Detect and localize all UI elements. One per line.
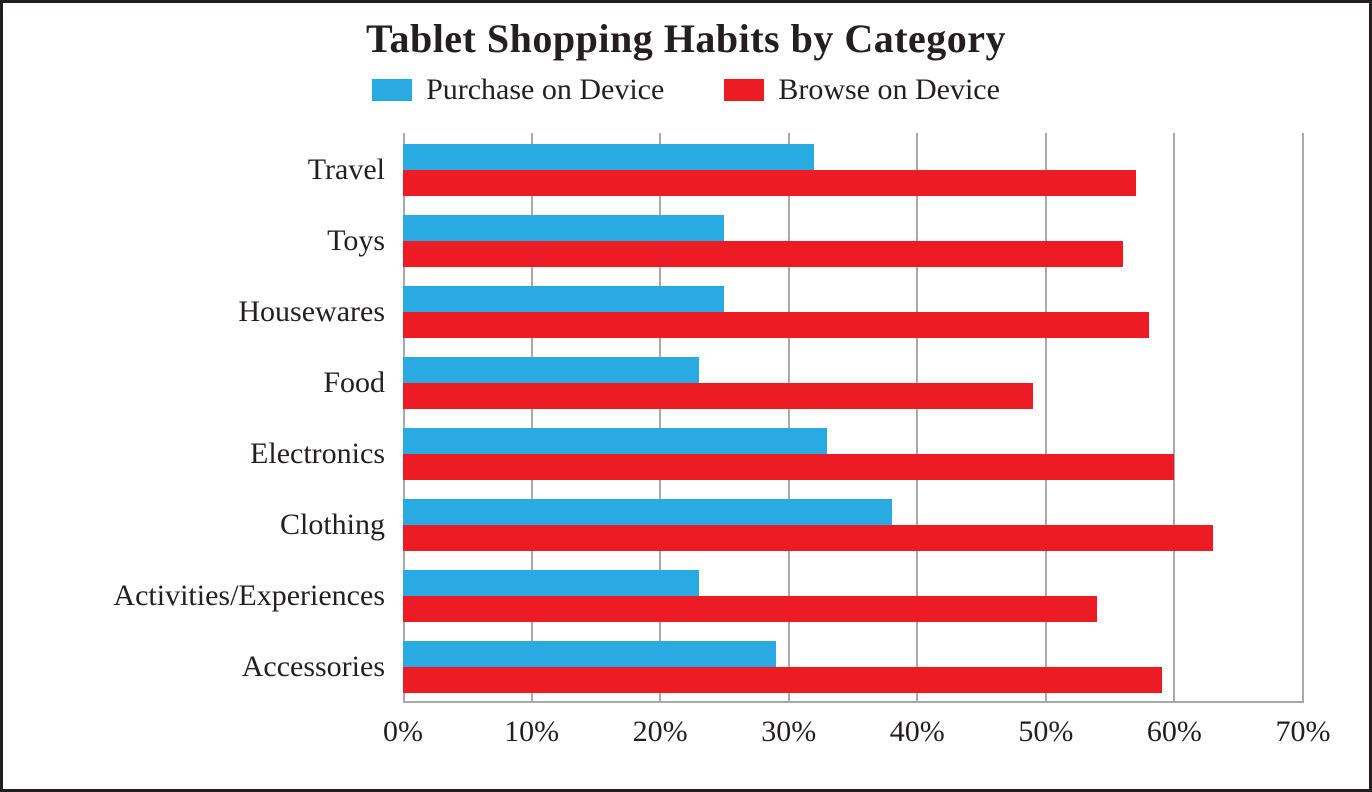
legend-label-browse: Browse on Device <box>778 73 1000 107</box>
bar-purchase <box>403 286 724 312</box>
bar-browse <box>403 667 1162 693</box>
bar-browse <box>403 454 1174 480</box>
legend-label-purchase: Purchase on Device <box>426 73 664 107</box>
bar-browse <box>403 525 1213 551</box>
bar-browse <box>403 241 1123 267</box>
x-tick-label: 50% <box>1018 715 1073 749</box>
bar-purchase <box>403 499 892 525</box>
bar-browse <box>403 383 1033 409</box>
y-tick-label: Activities/Experiences <box>113 579 385 613</box>
x-tick-label: 70% <box>1276 715 1331 749</box>
bar-purchase <box>403 215 724 241</box>
chart-frame: Tablet Shopping Habits by Category Purch… <box>0 0 1372 792</box>
y-tick-label: Clothing <box>280 508 385 542</box>
chart-title: Tablet Shopping Habits by Category <box>3 15 1369 62</box>
bar-purchase <box>403 570 699 596</box>
legend-item-browse: Browse on Device <box>724 73 1000 107</box>
bar-purchase <box>403 144 814 170</box>
bar-browse <box>403 596 1097 622</box>
legend: Purchase on Device Browse on Device <box>3 73 1369 107</box>
legend-swatch-browse <box>724 79 764 101</box>
x-tick-label: 20% <box>633 715 688 749</box>
x-tick-label: 0% <box>383 715 423 749</box>
x-tick-label: 10% <box>504 715 559 749</box>
bar-purchase <box>403 428 827 454</box>
y-tick-label: Travel <box>308 153 385 187</box>
bar-browse <box>403 312 1149 338</box>
y-tick-label: Toys <box>327 224 385 258</box>
plot-area <box>403 133 1303 703</box>
x-axis-line <box>403 701 1303 703</box>
y-tick-label: Housewares <box>238 295 385 329</box>
x-tick-label: 40% <box>890 715 945 749</box>
gridline <box>1173 133 1175 703</box>
bar-browse <box>403 170 1136 196</box>
y-tick-label: Food <box>323 366 385 400</box>
gridline <box>1302 133 1304 703</box>
bar-purchase <box>403 357 699 383</box>
y-tick-label: Accessories <box>242 650 385 684</box>
legend-item-purchase: Purchase on Device <box>372 73 664 107</box>
y-tick-label: Electronics <box>250 437 385 471</box>
x-tick-label: 30% <box>761 715 816 749</box>
x-tick-label: 60% <box>1147 715 1202 749</box>
legend-swatch-purchase <box>372 79 412 101</box>
bar-purchase <box>403 641 776 667</box>
